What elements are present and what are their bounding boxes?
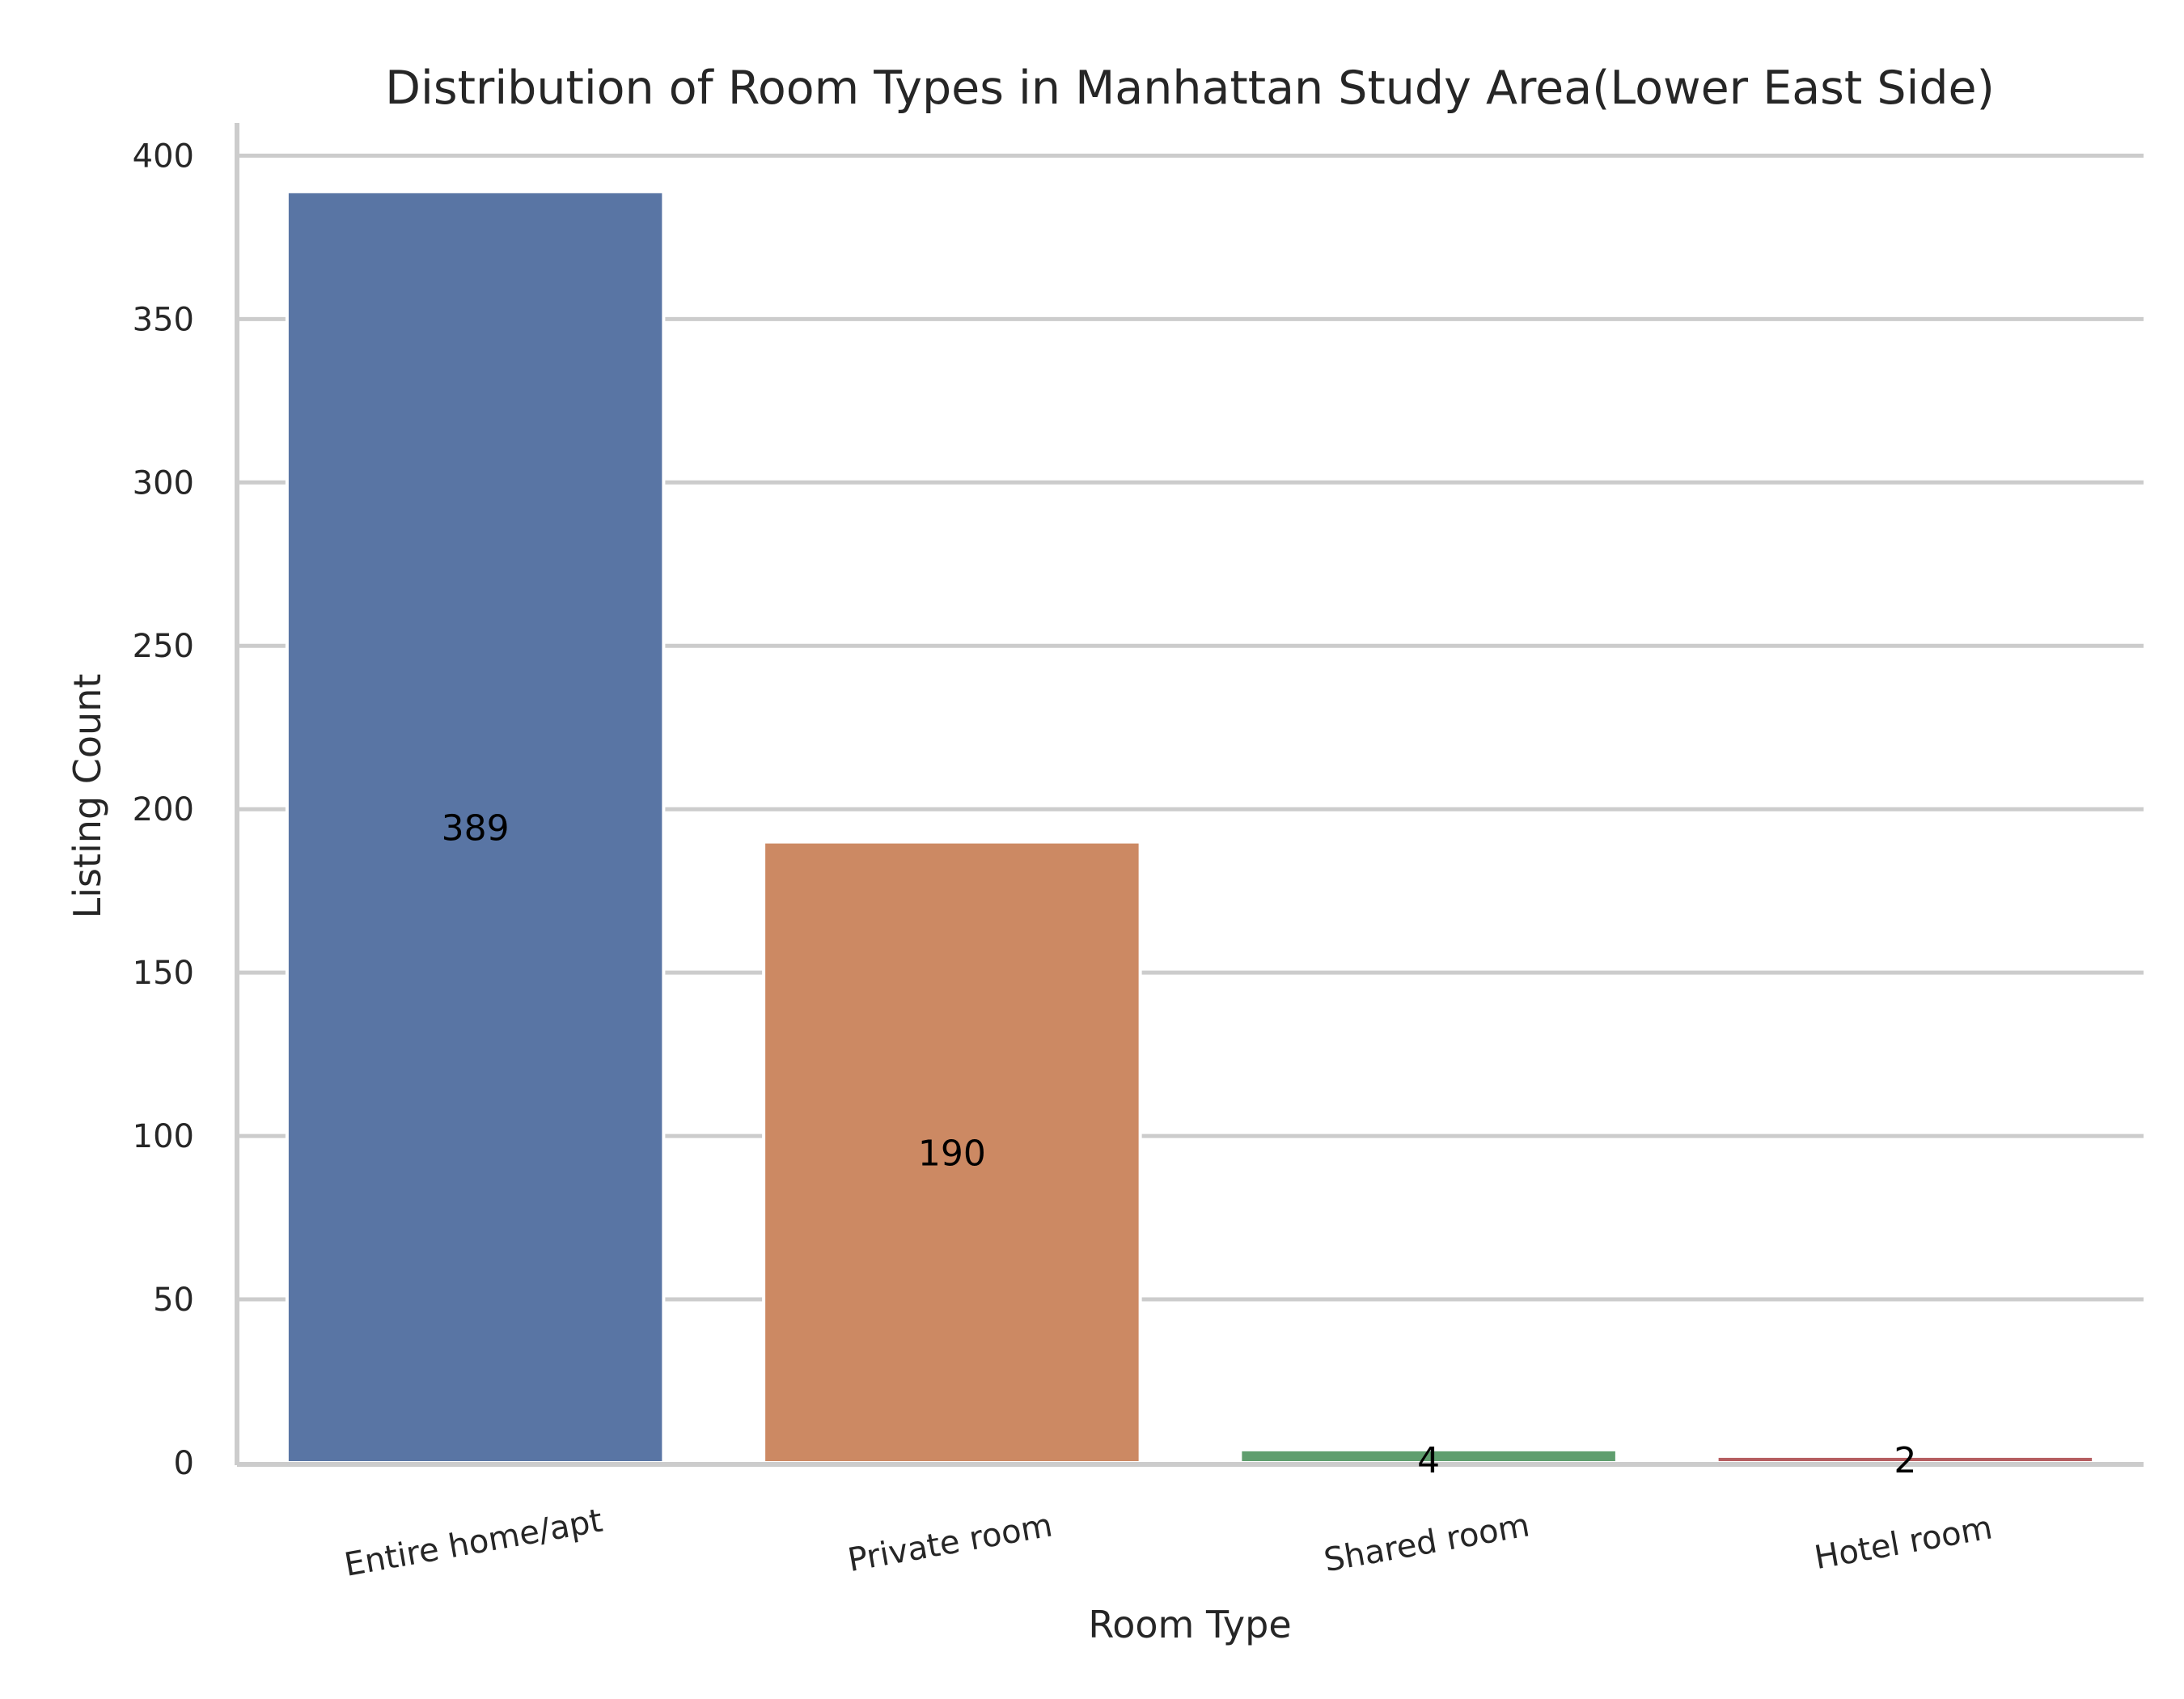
bar [762,840,1142,1464]
x-tick-label: Private room [845,1506,1056,1579]
bar-value-label: 4 [1417,1440,1440,1481]
x-axis-title: Room Type [1088,1603,1291,1646]
y-tick-label: 400 [133,138,194,175]
x-tick-label: Shared room [1321,1506,1532,1579]
chart-title: Distribution of Room Types in Manhattan … [385,61,1995,115]
y-tick-label: 150 [133,955,194,992]
bar-value-label: 2 [1894,1440,1916,1481]
x-tick-label: Entire home/apt [341,1502,605,1584]
bar [285,189,666,1465]
x-tick-label: Hotel room [1812,1509,1996,1577]
y-tick-label: 50 [153,1282,194,1319]
y-tick-label: 0 [174,1445,194,1482]
y-axis-title: Listing Count [66,674,109,919]
y-tick-label: 100 [133,1118,194,1155]
bar-value-labels: 389 190 4 2 [442,807,1917,1481]
y-tick-label: 200 [133,791,194,828]
bar-value-label: 190 [918,1133,986,1174]
y-tick-label: 300 [133,464,194,502]
y-tick-label: 350 [133,301,194,338]
y-tick-label: 250 [133,628,194,665]
bar-value-label: 389 [442,807,510,849]
bars [285,189,2096,1465]
